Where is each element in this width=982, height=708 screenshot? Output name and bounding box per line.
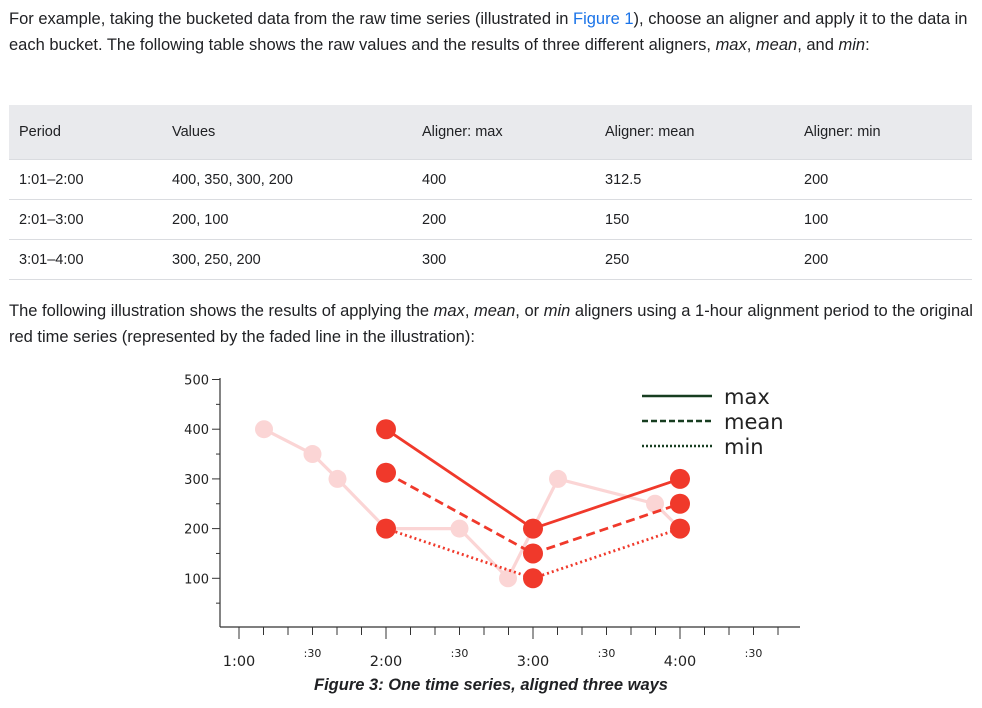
raw-point [548,469,567,488]
raw-point [303,445,322,464]
outro-paragraph: The following illustration shows the res… [9,298,975,350]
intro-text-1: For example, taking the bucketed data fr… [9,10,574,28]
cell-values: 400, 350, 300, 200 [172,159,422,200]
x-tick-label: 2:00 [370,654,403,670]
series-mean-point [523,543,543,564]
raw-point [254,420,273,439]
intro-comma: , [746,36,756,54]
outro-comma: , [464,302,474,320]
series-mean-point [670,493,690,514]
table-row: 1:01–2:00 400, 350, 300, 200 400 312.5 2… [9,159,972,200]
intro-colon: : [865,36,870,54]
outro-or: , or [515,302,544,320]
cell-values: 300, 250, 200 [172,239,422,280]
intro-and: , and [797,36,839,54]
y-tick-label: 400 [184,423,209,438]
figure-1-link[interactable]: Figure 1 [573,10,634,28]
series-min-point [376,518,396,539]
header-values: Values [172,124,216,140]
series-mean-point [376,462,396,483]
chart-axes: 100 200 300 400 500 1:00 :30 2:00 :30 3:00 :30 4:00… [184,374,800,670]
cell-max: 300 [422,239,605,280]
y-tick-label: 100 [184,572,209,587]
header-aligner-min: Aligner: min [804,124,881,140]
x-tick-label: :30 [598,647,616,660]
x-tick-label: :30 [451,647,469,660]
header-period: Period [19,124,61,140]
legend-mean-label: mean [724,410,784,434]
cell-period: 3:01–4:00 [9,239,172,280]
series-max-point [523,518,543,539]
figure-caption: Figure 3: One time series, aligned three… [314,676,668,694]
intro-mean-term: mean [755,36,798,54]
cell-min: 200 [804,159,972,200]
y-tick-label: 500 [184,374,209,389]
y-tick-label: 300 [184,473,209,488]
legend-max-label: max [724,385,770,409]
outro-min-term: min [543,302,571,320]
aligner-table: Period Values Aligner: max Aligner: mean… [9,105,972,280]
intro-max-term: max [715,36,747,54]
cell-mean: 312.5 [605,159,804,200]
series-max-point [376,419,396,440]
header-aligner-mean: Aligner: mean [605,124,695,140]
outro-max-term: max [433,302,465,320]
cell-mean: 150 [605,199,804,240]
cell-period: 1:01–2:00 [9,159,172,200]
intro-min-term: min [838,36,866,54]
x-tick-label: 1:00 [223,654,256,670]
cell-min: 100 [804,199,972,240]
cell-max: 200 [422,199,605,240]
series-min-point [523,568,543,589]
series-min-point [670,518,690,539]
outro-text-1: The following illustration shows the res… [9,302,434,320]
raw-point [328,469,347,488]
outro-mean-term: mean [474,302,516,320]
raw-series [254,420,689,588]
series-max-line [385,428,681,531]
y-tick-label: 200 [184,523,209,538]
table-header-row: Period Values Aligner: max Aligner: mean… [9,105,972,160]
aligned-series [376,419,690,589]
intro-text-2: ), choose an aligner and apply it to the… [9,10,968,54]
intro-paragraph: For example, taking the bucketed data fr… [9,6,975,58]
cell-max: 400 [422,159,605,200]
x-tick-label: 3:00 [517,654,550,670]
x-tick-label: :30 [304,647,322,660]
cell-mean: 250 [605,239,804,280]
header-aligner-max: Aligner: max [422,124,503,140]
table-row: 3:01–4:00 300, 250, 200 300 250 200 [9,239,972,280]
table-row: 2:01–3:00 200, 100 200 150 100 [9,199,972,240]
raw-point [450,519,469,538]
cell-min: 200 [804,239,972,280]
x-tick-label: 4:00 [664,654,697,670]
raw-point [646,494,665,513]
cell-period: 2:01–3:00 [9,199,172,240]
cell-values: 200, 100 [172,199,422,240]
raw-point [499,569,518,588]
series-max-point [670,468,690,489]
raw-series-line [263,427,682,580]
outro-text-2: aligners using a 1-hour alignment period… [9,302,973,346]
aligner-figure-chart: 100 200 300 400 500 1:00 :30 2:00 :30 3:00 :30 4:00… [184,374,800,670]
series-mean-line [385,471,681,555]
legend-min-label: min [724,435,764,459]
x-tick-label: :30 [745,647,763,660]
